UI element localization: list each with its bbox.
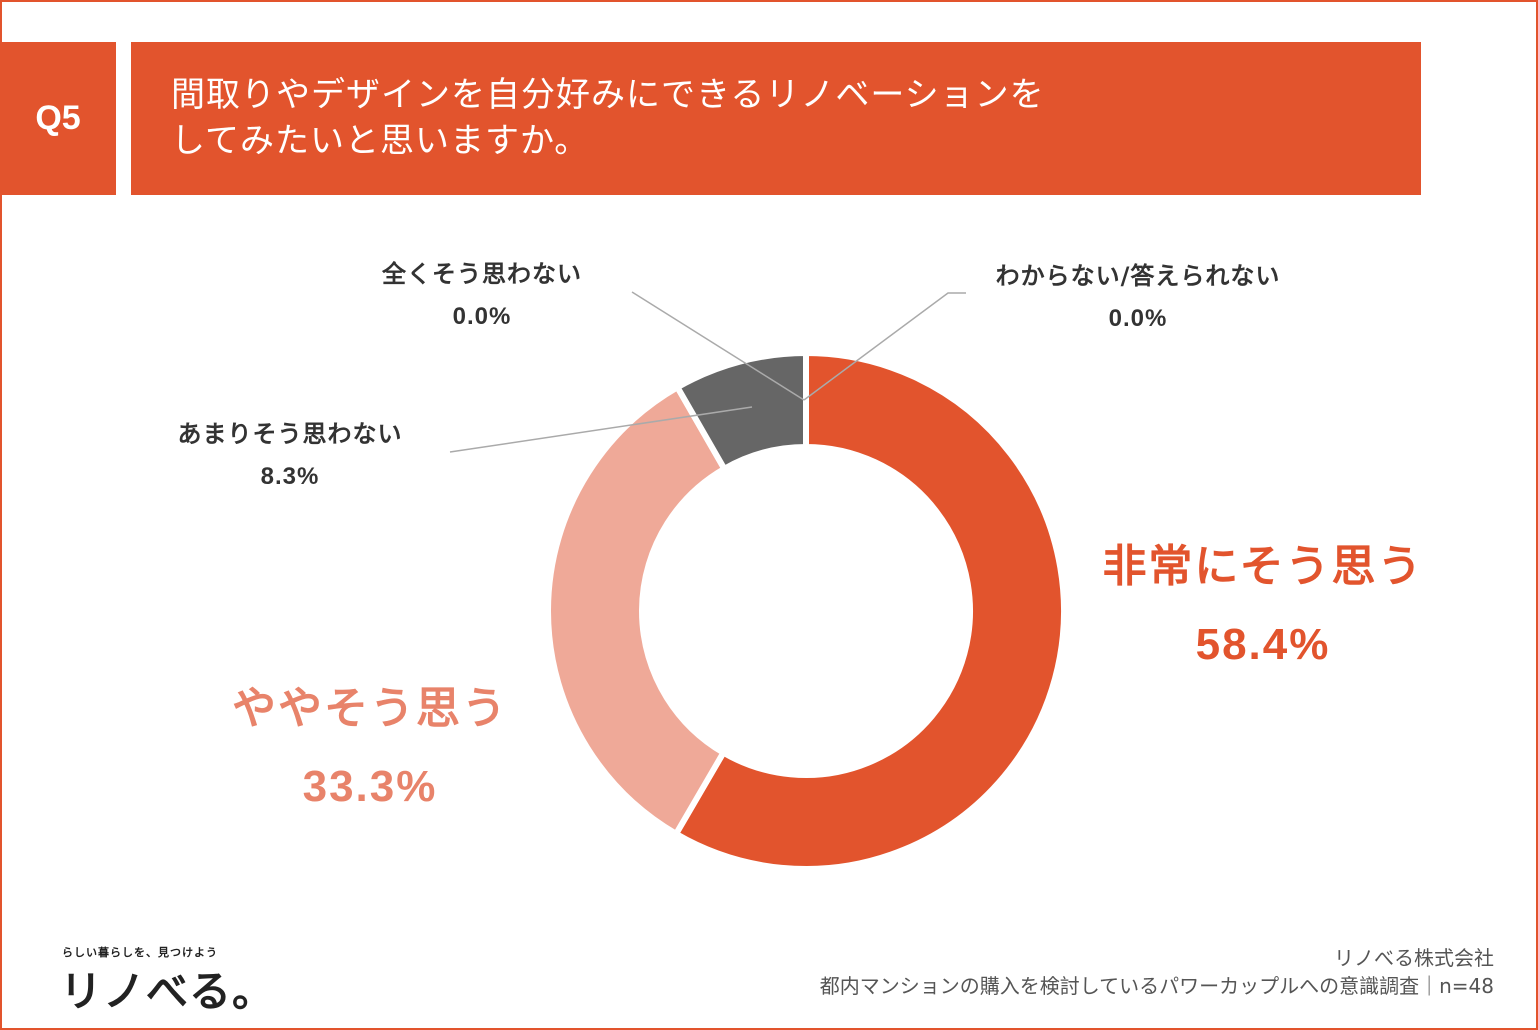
label-not-really: あまりそう思わない 8.3% [140, 414, 440, 491]
donut-slice-1 [545, 383, 729, 838]
label-strongly-agree-text: 非常にそう思う [1102, 541, 1424, 592]
label-dont-know-text: わからない/答えられない [995, 262, 1281, 290]
question-title-line2: してみたいと思いますか。 [171, 121, 590, 161]
leader-line-not-really [449, 406, 753, 453]
question-title-line1: 間取りやデザインを自分好みにできるリノベーションを [171, 75, 1045, 115]
brand-logo: リノべる。 [60, 967, 276, 1016]
label-somewhat-agree-text: ややそう思う [232, 683, 508, 734]
label-strongly-agree: 非常にそう思う 58.4% [1088, 530, 1438, 670]
label-not-at-all-value: 0.0% [452, 303, 512, 330]
leader-line-dont-know [803, 292, 966, 401]
label-not-really-text: あまりそう思わない [177, 420, 403, 448]
leader-line-not-at-all [631, 291, 805, 401]
label-somewhat-agree-value: 33.3% [302, 762, 438, 811]
question-number-badge: Q5 [0, 42, 116, 195]
label-not-at-all: 全くそう思わない 0.0% [332, 254, 632, 331]
company-name: リノべる株式会社 [1334, 946, 1494, 970]
survey-source: 都内マンションの購入を検討しているパワーカップルへの意識調査｜n=48 [819, 974, 1494, 998]
logo-tagline: らしい暮らしを、見つけよう [62, 946, 218, 959]
label-not-really-value: 8.3% [260, 463, 320, 490]
question-title: 間取りやデザインを自分好みにできるリノベーションを してみたいと思いますか。 [131, 42, 1421, 195]
label-somewhat-agree: ややそう思う 33.3% [200, 672, 540, 812]
label-dont-know: わからない/答えられない 0.0% [958, 256, 1318, 333]
label-not-at-all-text: 全くそう思わない [382, 260, 582, 288]
donut-slice-0 [671, 349, 1067, 872]
label-strongly-agree-value: 58.4% [1195, 620, 1331, 669]
label-dont-know-value: 0.0% [1108, 305, 1168, 332]
